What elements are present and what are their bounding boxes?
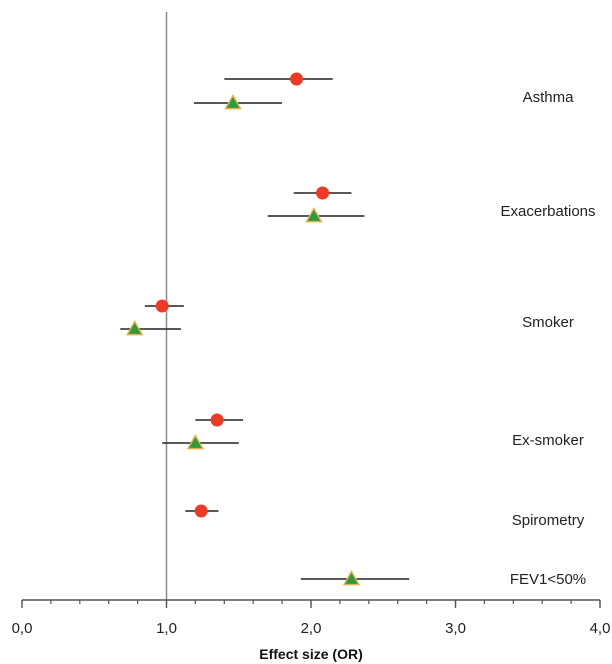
estimate-circle	[224, 72, 333, 86]
x-tick-label: 3,0	[445, 620, 466, 637]
estimates-layer	[120, 72, 410, 586]
point-estimate-triangle	[224, 94, 242, 110]
category-label: Asthma	[523, 89, 575, 106]
x-axis: 0,0 1,0 2,0 3,0 4,0	[12, 599, 611, 637]
estimate-triangle	[120, 320, 181, 336]
category-label: FEV1<50%	[510, 571, 586, 588]
estimate-triangle	[193, 94, 283, 110]
estimate-circle	[195, 413, 244, 427]
x-tick-label: 4,0	[590, 620, 611, 637]
point-estimate-triangle	[305, 207, 323, 223]
category-label: Spirometry	[512, 512, 585, 529]
x-tick-label: 1,0	[156, 620, 177, 637]
point-estimate-circle	[210, 413, 224, 427]
x-tick-label: 0,0	[12, 620, 33, 637]
estimate-circle	[144, 299, 184, 313]
estimate-triangle	[300, 570, 410, 586]
estimate-triangle	[267, 207, 365, 223]
point-estimate-circle	[290, 72, 304, 86]
point-estimate-circle	[155, 299, 169, 313]
category-label: Exacerbations	[500, 203, 595, 220]
point-estimate-circle	[316, 186, 330, 200]
point-estimate-triangle	[126, 320, 144, 336]
category-labels-layer: Asthma Exacerbations Smoker Ex-smoker Spirom…	[500, 89, 595, 588]
estimate-triangle	[162, 434, 239, 450]
estimate-circle	[185, 504, 219, 518]
estimate-circle	[293, 186, 352, 200]
point-estimate-circle	[194, 504, 208, 518]
point-estimate-triangle	[186, 434, 205, 450]
point-estimate-triangle	[342, 570, 361, 586]
x-axis-title: Effect size (OR)	[259, 646, 362, 662]
x-tick-label: 2,0	[301, 620, 322, 637]
category-label: Ex-smoker	[512, 432, 584, 449]
category-label: Smoker	[522, 314, 574, 331]
